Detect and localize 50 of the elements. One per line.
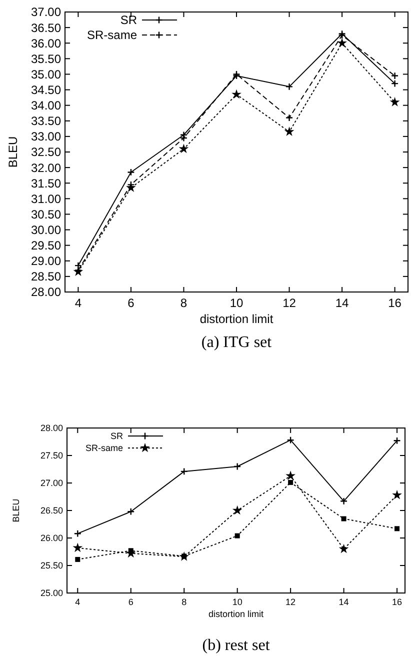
y-tick-label: 32.00: [30, 160, 62, 175]
x-axis-title: distortion limit: [200, 312, 274, 326]
y-tick-label: 28.00: [30, 285, 62, 300]
x-tick-label: 14: [335, 296, 350, 310]
y-tick-label: 29.50: [30, 238, 62, 253]
y-axis-title: BLEU: [11, 498, 21, 522]
y-tick-label: 30.50: [30, 207, 62, 222]
x-tick-label: 8: [180, 296, 188, 310]
y-tick-label: 35.00: [30, 67, 62, 82]
y-tick-label: 26.00: [40, 533, 63, 544]
y-tick-label: 26.50: [40, 506, 63, 516]
y-tick-label: 32.50: [30, 145, 62, 160]
y-tick-label: 25.50: [40, 560, 63, 571]
y-tick-label: 28.50: [30, 270, 62, 284]
y-tick-label: 36.00: [30, 36, 62, 50]
y-tick-label: 27.50: [40, 450, 63, 461]
x-axis-title: distortion limit: [208, 609, 264, 619]
y-tick-label: 33.00: [30, 130, 62, 144]
y-tick-label: 34.00: [30, 98, 62, 113]
y-tick-label: 28.00: [40, 423, 63, 434]
y-axis-title: BLEU: [6, 136, 20, 168]
x-tick-label: 4: [74, 296, 82, 310]
x-tick-label: 6: [128, 597, 134, 607]
y-tick-label: 31.50: [30, 176, 62, 190]
x-tick-label: 12: [286, 597, 296, 607]
y-tick-label: 31.00: [30, 192, 62, 206]
y-tick-label: 37.00: [30, 5, 62, 20]
y-tick-label: 36.50: [30, 20, 62, 35]
y-tick-label: 27.00: [40, 478, 63, 488]
x-tick-label: 6: [128, 296, 135, 310]
legend-label: SR-same: [86, 28, 138, 42]
x-tick-label: 12: [282, 296, 296, 310]
x-tick-label: 16: [392, 597, 402, 607]
y-tick-label: 33.50: [30, 114, 62, 128]
x-tick-label: 8: [182, 597, 187, 607]
x-tick-label: 16: [388, 296, 402, 310]
x-tick-label: 10: [230, 296, 244, 310]
text: (b) rest set: [202, 637, 270, 654]
x-tick-label: 14: [338, 597, 349, 607]
y-tick-label: 29.00: [30, 254, 62, 268]
legend-label: SR: [120, 13, 138, 28]
y-tick-label: 25.00: [40, 588, 63, 598]
legend-label: SR: [110, 431, 124, 442]
x-tick-label: 4: [75, 597, 80, 607]
text: (a) ITG set: [201, 334, 272, 351]
y-tick-label: 34.50: [30, 82, 62, 97]
y-tick-label: 30.00: [30, 222, 62, 237]
y-tick-label: 35.50: [30, 52, 62, 66]
legend-label: SR-same: [85, 443, 123, 454]
x-tick-label: 10: [232, 597, 242, 607]
